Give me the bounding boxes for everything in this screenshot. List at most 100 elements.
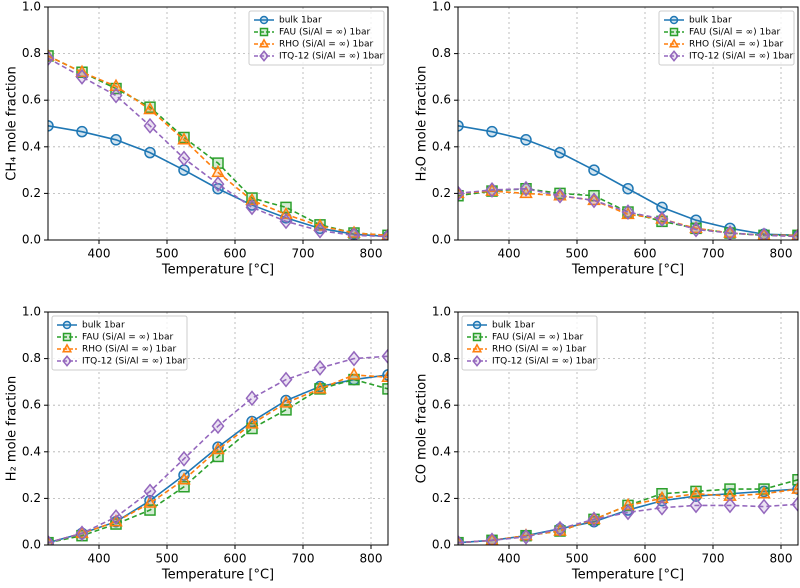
legend-marker bbox=[472, 355, 482, 367]
marker bbox=[723, 497, 737, 514]
legend-marker bbox=[668, 38, 680, 48]
marker bbox=[587, 192, 601, 209]
marker bbox=[655, 490, 669, 504]
marker bbox=[245, 390, 259, 407]
x-axis-label: Temperature [°C] bbox=[571, 263, 684, 278]
y-tick-label: 0.4 bbox=[22, 139, 41, 153]
y-tick-label: 0.4 bbox=[432, 139, 451, 153]
marker bbox=[48, 50, 55, 67]
marker bbox=[313, 359, 327, 376]
marker bbox=[723, 488, 737, 501]
marker bbox=[280, 404, 292, 416]
y-axis-label: H₂ mole fraction bbox=[5, 376, 20, 481]
series-line bbox=[458, 503, 798, 544]
marker bbox=[75, 525, 89, 542]
legend-marker bbox=[669, 15, 679, 25]
marker bbox=[655, 211, 669, 227]
marker bbox=[143, 495, 157, 508]
plot-area bbox=[458, 474, 798, 545]
y-axis-label: CO mole fraction bbox=[415, 374, 430, 484]
marker bbox=[212, 450, 224, 463]
legend-marker bbox=[472, 332, 482, 342]
marker bbox=[76, 125, 88, 138]
marker bbox=[212, 157, 224, 169]
marker bbox=[656, 201, 668, 214]
axes-frame bbox=[47, 311, 389, 546]
marker bbox=[382, 383, 388, 395]
y-tick-label: 0.4 bbox=[432, 444, 451, 458]
marker bbox=[279, 395, 293, 408]
marker bbox=[757, 498, 771, 515]
marker bbox=[689, 220, 703, 234]
axes-frame bbox=[47, 6, 389, 241]
marker bbox=[143, 117, 157, 134]
legend-marker bbox=[61, 343, 73, 353]
x-tick-label: 700 bbox=[292, 247, 315, 261]
legend-box bbox=[51, 315, 188, 371]
marker bbox=[178, 481, 190, 493]
marker bbox=[520, 134, 532, 146]
y-tick-label: 0.6 bbox=[432, 93, 451, 107]
legend-label: ITQ-12 (Si/Al = ∞) 1bar bbox=[689, 52, 794, 62]
marker bbox=[519, 180, 533, 197]
x-tick-label: 700 bbox=[702, 247, 725, 261]
marker bbox=[245, 192, 259, 206]
series-line bbox=[458, 125, 798, 237]
marker bbox=[655, 499, 669, 516]
y-tick-label: 0.2 bbox=[22, 186, 41, 200]
y-tick-label: 0.0 bbox=[22, 233, 41, 247]
marker bbox=[791, 481, 798, 494]
x-tick-label: 400 bbox=[88, 247, 111, 261]
y-tick-label: 0.8 bbox=[22, 351, 41, 365]
marker bbox=[554, 146, 566, 159]
marker bbox=[587, 511, 601, 525]
marker bbox=[144, 504, 156, 516]
series-line bbox=[48, 125, 388, 238]
legend-marker bbox=[258, 38, 270, 48]
x-tick-label: 400 bbox=[88, 552, 111, 566]
marker bbox=[109, 87, 123, 104]
marker bbox=[519, 528, 533, 545]
legend-marker bbox=[669, 27, 679, 37]
y-tick-label: 1.0 bbox=[432, 0, 451, 14]
x-tick-label: 600 bbox=[634, 247, 657, 261]
marker bbox=[553, 520, 567, 537]
axes-frame bbox=[457, 311, 799, 546]
legend-label: RHO (Si/Al = ∞) 1bar bbox=[689, 40, 783, 50]
legend-marker bbox=[669, 50, 679, 62]
y-tick-label: 0.2 bbox=[432, 491, 451, 505]
legend-marker bbox=[62, 332, 72, 342]
axes-frame bbox=[457, 6, 799, 241]
marker bbox=[279, 206, 293, 220]
x-tick-label: 800 bbox=[360, 552, 383, 566]
marker bbox=[347, 227, 361, 240]
series-line bbox=[48, 55, 388, 237]
legend-label: bulk 1bar bbox=[82, 321, 125, 331]
legend-label: ITQ-12 (Si/Al = ∞) 1bar bbox=[279, 52, 384, 62]
legend-box bbox=[461, 315, 598, 371]
marker bbox=[588, 164, 600, 176]
y-tick-label: 0.8 bbox=[432, 46, 451, 60]
x-axis-label: Temperature [°C] bbox=[161, 568, 274, 583]
legend-label: ITQ-12 (Si/Al = ∞) 1bar bbox=[82, 357, 187, 367]
legend-marker bbox=[472, 320, 482, 330]
series-line bbox=[458, 187, 798, 238]
marker bbox=[791, 496, 798, 513]
marker bbox=[178, 164, 190, 176]
marker bbox=[245, 416, 259, 429]
marker bbox=[458, 534, 465, 545]
legend-label: RHO (Si/Al = ∞) 1bar bbox=[279, 40, 373, 50]
marker bbox=[621, 204, 635, 220]
x-tick-label: 700 bbox=[702, 552, 725, 566]
marker bbox=[279, 371, 293, 388]
marker bbox=[279, 213, 293, 230]
marker bbox=[143, 101, 157, 115]
marker bbox=[347, 350, 361, 367]
marker bbox=[458, 185, 465, 202]
legend-label: bulk 1bar bbox=[279, 16, 322, 26]
legend-marker bbox=[62, 355, 72, 367]
x-tick-label: 700 bbox=[292, 552, 315, 566]
legend-label: FAU (Si/Al = ∞) 1bar bbox=[492, 333, 583, 343]
marker bbox=[143, 483, 157, 500]
